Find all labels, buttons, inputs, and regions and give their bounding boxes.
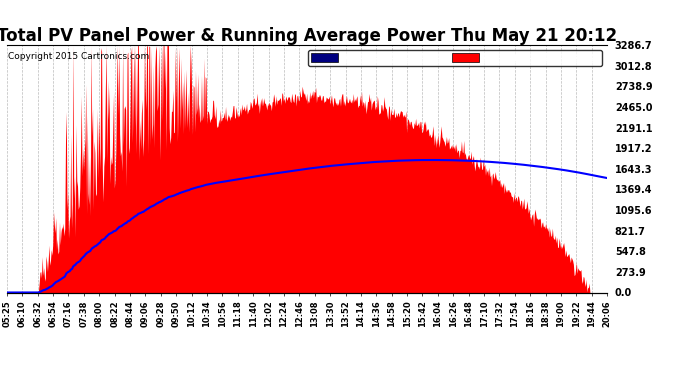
Text: Copyright 2015 Cartronics.com: Copyright 2015 Cartronics.com — [8, 53, 149, 62]
Title: Total PV Panel Power & Running Average Power Thu May 21 20:12: Total PV Panel Power & Running Average P… — [0, 27, 617, 45]
Legend: Average (DC Watts), PV Panels (DC Watts): Average (DC Watts), PV Panels (DC Watts) — [308, 50, 602, 66]
